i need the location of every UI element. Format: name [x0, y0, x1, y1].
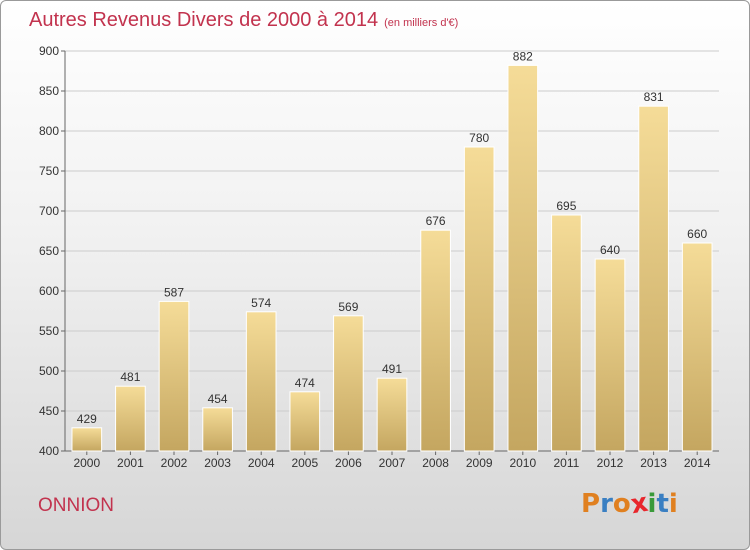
data-label-2006: 569	[338, 300, 358, 314]
y-tick-label: 600	[39, 284, 59, 298]
data-label-2014: 660	[687, 227, 707, 241]
logo-letter: o	[612, 489, 631, 519]
data-label-2000: 429	[77, 412, 97, 426]
bar-2012	[594, 258, 626, 452]
bar-2007	[376, 377, 408, 452]
x-tick-label-2010: 2010	[509, 456, 536, 470]
bar-2003	[202, 407, 233, 452]
data-label-2008: 676	[426, 214, 446, 228]
data-label-2007: 491	[382, 362, 402, 376]
logo-letter: P	[581, 489, 601, 519]
x-tick-label-2012: 2012	[597, 456, 624, 470]
x-tick-label-2008: 2008	[422, 456, 449, 470]
bar-2008	[420, 229, 451, 452]
data-label-2001: 481	[120, 370, 140, 384]
logo-letter: i	[668, 489, 678, 519]
bar-2011	[551, 214, 582, 452]
chart-unit: (en milliers d'€)	[384, 17, 459, 29]
y-tick-label: 750	[39, 164, 59, 178]
logo-letter: t	[656, 489, 669, 519]
data-label-2003: 454	[208, 392, 228, 406]
bars	[71, 64, 713, 452]
chart-title-text: Autres Revenus Divers de 2000 à 2014	[29, 9, 379, 31]
x-tick-label-2014: 2014	[684, 456, 711, 470]
data-label-2011: 695	[556, 199, 576, 213]
y-tick-label: 500	[39, 364, 59, 378]
y-tick-label: 450	[39, 404, 59, 418]
data-label-2013: 831	[644, 90, 664, 104]
x-tick-label-2003: 2003	[204, 456, 231, 470]
data-label-2009: 780	[469, 131, 489, 145]
x-tick-label-2011: 2011	[553, 456, 579, 470]
x-tick-label-2005: 2005	[291, 456, 318, 470]
labels: 400 450 500 550 600 650 700 750 800 850 900 429 2000…	[39, 44, 711, 470]
x-tick-label-2009: 2009	[466, 456, 493, 470]
chart-title: Autres Revenus Divers de 2000 à 2014 (en …	[29, 9, 458, 32]
bar-2000	[71, 427, 103, 452]
bar-2002	[158, 300, 190, 452]
bar-2006	[333, 315, 364, 452]
x-tick-label-2013: 2013	[640, 456, 667, 470]
bar-2009	[463, 146, 495, 452]
logo-letter: r	[600, 489, 613, 519]
x-tick-label-2002: 2002	[161, 456, 188, 470]
bar-2013	[638, 105, 669, 452]
commune-name: ONNION	[38, 495, 114, 516]
x-tick-label-2000: 2000	[73, 456, 100, 470]
y-tick-label: 550	[39, 324, 59, 338]
y-tick-label: 700	[39, 204, 59, 218]
y-tick-label: 800	[39, 124, 59, 138]
logo-letter: i	[647, 489, 657, 519]
data-label-2012: 640	[600, 243, 620, 257]
y-tick-label: 850	[39, 84, 59, 98]
x-tick-label-2006: 2006	[335, 456, 362, 470]
bar-2004	[245, 311, 277, 452]
bar-2010	[507, 64, 539, 452]
x-tick-label-2004: 2004	[248, 456, 275, 470]
bar-2001	[115, 385, 146, 452]
bar-2005	[289, 391, 321, 452]
data-label-2002: 587	[164, 285, 184, 299]
bar-2014	[681, 242, 713, 452]
data-label-2004: 574	[251, 296, 271, 310]
x-tick-label-2007: 2007	[379, 456, 406, 470]
proxiti-logo[interactable]: Proxiti	[581, 488, 678, 520]
y-tick-label: 400	[39, 444, 59, 458]
data-label-2010: 882	[513, 49, 533, 63]
y-tick-label: 650	[39, 244, 59, 258]
x-tick-label-2001: 2001	[117, 456, 144, 470]
data-label-2005: 474	[295, 376, 315, 390]
y-tick-label: 900	[39, 44, 59, 58]
